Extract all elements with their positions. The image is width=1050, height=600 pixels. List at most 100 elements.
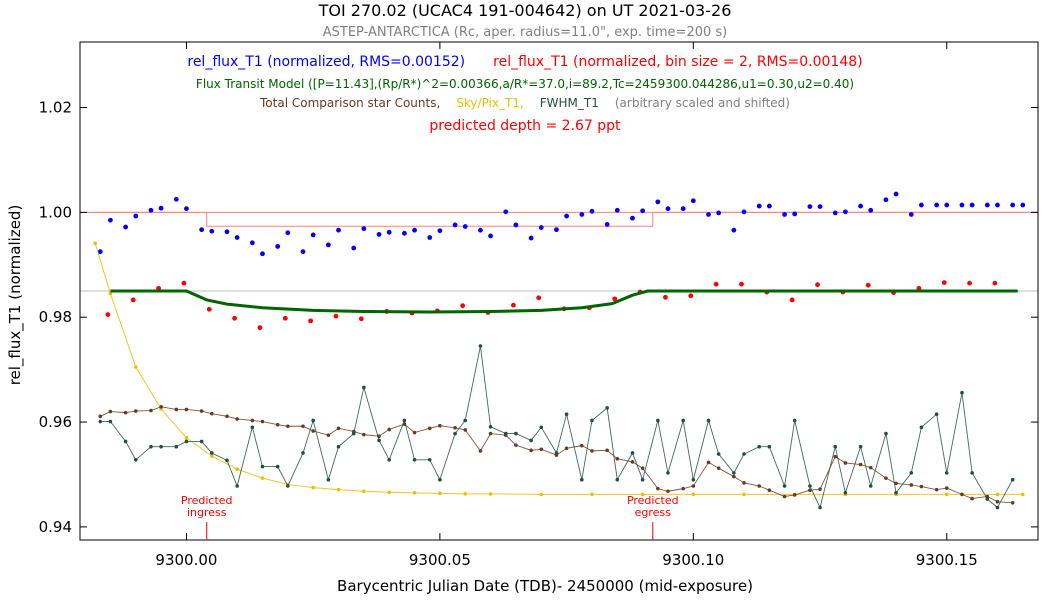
binned-point (967, 280, 972, 286)
sky-point (488, 492, 493, 496)
binned-point (612, 296, 618, 302)
comp_counts-point (792, 493, 797, 497)
binned-point (358, 316, 364, 322)
fwhm-point (336, 444, 341, 449)
binned-point (282, 315, 288, 321)
unbinned-point (741, 209, 747, 215)
comp_counts-point (630, 460, 635, 464)
unbinned-point (351, 245, 357, 251)
unbinned-point (604, 222, 610, 227)
sky-point (691, 492, 696, 497)
chart-legend: rel_flux_T1 (normalized, RMS=0.00152) rel… (187, 54, 862, 134)
fwhm-point (184, 439, 189, 444)
comp_counts-point (580, 443, 584, 448)
fwhm-point (757, 444, 762, 449)
binned-point (688, 293, 694, 299)
x-tick-label: 9300.05 (409, 551, 471, 569)
fwhm-point (970, 471, 974, 475)
unbinned-point (959, 202, 965, 208)
comp_counts-point (833, 454, 838, 459)
fwhm-point (412, 457, 417, 462)
unbinned-point (123, 224, 129, 230)
binned-point (992, 280, 998, 286)
sky-point (412, 491, 417, 495)
fwhm-point (438, 477, 442, 482)
unbinned-point (984, 202, 990, 208)
comp_counts-point (514, 443, 518, 447)
predicted-depth-step-line (85, 211, 1038, 227)
comp_counts-point (235, 417, 239, 421)
fwhm-point (666, 471, 670, 475)
sky-point (362, 489, 366, 494)
binned-point (941, 280, 947, 286)
y-axis-label: rel_flux_T1 (normalized) (6, 205, 25, 386)
unbinned-point (376, 231, 382, 237)
comp_counts-point (782, 494, 787, 499)
comp_counts-point (960, 492, 964, 497)
fwhm-point (833, 444, 838, 449)
unbinned-point (564, 213, 570, 219)
comp_counts-point (858, 462, 863, 467)
transit-model-line (110, 289, 1018, 314)
sky-point (640, 492, 645, 497)
y-tick-label: 0.96 (39, 413, 72, 431)
unbinned-point (807, 204, 813, 210)
comp_counts-point (275, 422, 280, 427)
unbinned-point (184, 206, 189, 212)
unbinned-point (969, 202, 975, 208)
sky-point (387, 490, 391, 495)
unbinned-point (832, 210, 838, 216)
fwhm-point (868, 484, 873, 488)
unbinned-point (234, 235, 240, 240)
comp_counts-point (529, 448, 533, 453)
fwhm-point (478, 344, 483, 348)
sky-point (438, 491, 442, 496)
comp_counts-point (250, 418, 255, 423)
fwhm-point (792, 418, 797, 423)
unbinned-point (488, 233, 493, 239)
fwhm-point (326, 477, 331, 482)
legend-entry: predicted depth = 2.67 ppt (429, 118, 621, 134)
comp_counts-point (919, 484, 924, 489)
unbinned-point (630, 215, 635, 221)
comp_counts-point (909, 483, 914, 487)
unbinned-point (589, 208, 595, 214)
comp_counts-point (174, 407, 179, 412)
unbinned-point (640, 208, 646, 214)
comp_counts-point (336, 426, 341, 431)
y-tick-label: 1.02 (39, 99, 72, 117)
unbinned-point (766, 203, 772, 209)
comp_counts-point (894, 481, 898, 486)
unbinned-point (209, 228, 215, 234)
unbinned-point (893, 191, 899, 197)
sky-point (235, 467, 239, 472)
comp_counts-point (412, 430, 417, 435)
unbinned-point (756, 203, 762, 209)
unbinned-point (513, 222, 519, 228)
unbinned-point (842, 209, 848, 215)
binned-point (865, 282, 871, 288)
fwhm-point (843, 491, 848, 495)
sky-point (742, 492, 746, 497)
chart-title: TOI 270.02 (UCAC4 191-004642) on UT 2021… (318, 1, 732, 20)
unbinned-point (97, 249, 103, 255)
fwhm-point (402, 418, 407, 423)
unbinned-point (655, 199, 661, 205)
comp_counts-point (199, 409, 204, 413)
fwhm-point (884, 431, 888, 436)
fwhm-point (427, 457, 432, 462)
sky-point (944, 492, 949, 497)
comp_counts-point (934, 487, 939, 492)
fwhm-point (554, 451, 559, 455)
comp_counts-point (868, 465, 873, 470)
fwhm-point (377, 438, 381, 443)
comp_counts-point (149, 408, 153, 413)
fwhm-point (985, 497, 990, 501)
unbinned-point (310, 232, 316, 238)
legend-line: rel_flux_T1 (normalized, RMS=0.00152) rel… (187, 54, 862, 70)
unbinned-point (614, 207, 620, 213)
unbinned-point (919, 202, 924, 208)
fwhm-point (199, 439, 204, 444)
comp_counts-point (184, 407, 189, 412)
comp_counts-point (995, 499, 1000, 504)
